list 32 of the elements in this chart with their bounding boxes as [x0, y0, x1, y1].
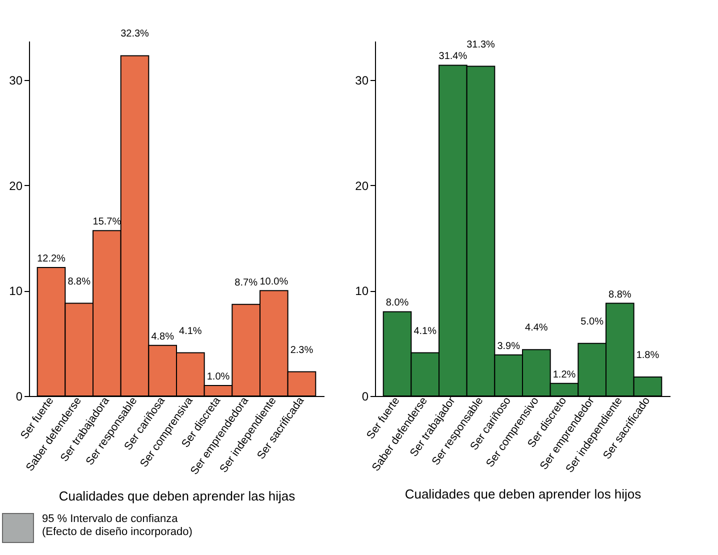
data-label: 31.3% [466, 39, 496, 50]
y-tick-label: 20 [9, 178, 23, 193]
y-tick-label: 20 [355, 178, 369, 193]
x-axis-title: Cualidades que deben aprender los hijos [404, 486, 642, 502]
data-label: 5.0% [580, 316, 604, 328]
y-tick-label: 30 [9, 73, 23, 88]
data-label: 3.9% [497, 340, 520, 352]
data-label: 4.1% [414, 326, 437, 337]
x-axis-title: Cualidades que deben aprender las hijas [58, 488, 296, 504]
data-label: 10.0% [260, 276, 288, 288]
data-label: 8.7% [234, 277, 258, 288]
data-label: 1.8% [636, 350, 660, 362]
text: 95 % Intervalo de confianza [42, 513, 179, 526]
data-label: 4.1% [179, 326, 202, 337]
data-label: 1.0% [206, 371, 230, 382]
data-label: 1.2% [552, 369, 576, 380]
data-label: 8.8% [608, 289, 632, 300]
text: (Efecto de diseño incorporado) [42, 526, 192, 539]
data-label: 2.3% [290, 344, 314, 356]
data-label: 4.4% [525, 322, 548, 334]
y-tick-label: 0 [16, 390, 23, 404]
data-label: 12.2% [37, 253, 66, 264]
data-label: 4.8% [151, 331, 174, 342]
data-label: 8.0% [386, 298, 409, 309]
y-tick-label: 10 [355, 284, 369, 298]
data-label: 31.4% [438, 51, 468, 62]
data-label: 15.7% [92, 216, 122, 228]
y-tick-label: 10 [9, 284, 23, 298]
y-tick-label: 0 [362, 390, 369, 404]
data-label: 8.8% [68, 276, 91, 288]
data-label: 32.3% [120, 28, 150, 40]
y-tick-label: 30 [355, 73, 369, 88]
